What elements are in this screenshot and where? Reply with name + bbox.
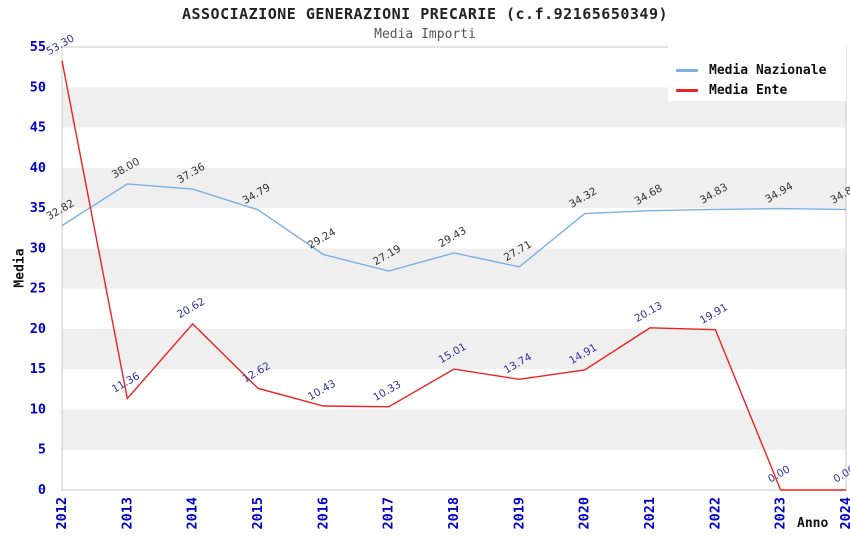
x-tick-label: 2019 — [511, 497, 527, 530]
x-tick-label: 2024 — [838, 497, 850, 530]
y-tick-label: 30 — [30, 240, 46, 256]
legend-label: Media Ente — [709, 82, 788, 98]
y-tick-label: 40 — [30, 160, 46, 176]
y-tick-label: 25 — [30, 281, 46, 297]
chart-legend: Media Nazionale Media Ente — [668, 44, 846, 101]
y-tick-label: 50 — [30, 79, 46, 95]
x-tick-label: 2013 — [119, 497, 135, 530]
x-tick-label: 2018 — [446, 497, 462, 530]
legend-swatch-line-icon — [676, 88, 698, 92]
y-axis-title: Media — [12, 248, 28, 288]
x-tick-label: 2020 — [577, 497, 593, 530]
x-tick-label: 2021 — [642, 497, 658, 530]
y-tick-label: 20 — [30, 321, 46, 337]
series-line-media-nazionale — [61, 183, 847, 272]
plot-band — [62, 409, 846, 450]
plot-band — [62, 167, 846, 209]
y-tick-label: 0 — [38, 482, 46, 498]
plot-band — [62, 127, 846, 168]
legend-item-media-ente: Media Ente — [676, 82, 846, 98]
series-line-media-ente — [61, 60, 846, 491]
plot-band — [62, 248, 846, 289]
plot-band — [62, 449, 846, 490]
y-tick-label: 55 — [30, 39, 46, 55]
x-axis-title: Anno — [797, 516, 829, 531]
legend-swatch-line-icon — [676, 68, 698, 72]
y-tick-label: 35 — [30, 200, 46, 216]
x-tick-label: 2015 — [250, 497, 266, 530]
plot-band — [62, 328, 846, 370]
y-tick-label: 5 — [38, 442, 46, 458]
y-tick-label: 15 — [30, 361, 46, 377]
x-tick-label: 2016 — [315, 497, 331, 530]
x-tick-label: 2017 — [381, 497, 397, 530]
x-tick-label: 2014 — [185, 497, 201, 530]
legend-item-media-nazionale: Media Nazionale — [676, 62, 846, 78]
y-tick-label: 10 — [30, 401, 46, 417]
chart-title: ASSOCIAZIONE GENERAZIONI PRECARIE (c.f.9… — [181, 5, 669, 23]
legend-label: Media Nazionale — [709, 62, 827, 78]
x-tick-label: 2023 — [773, 497, 789, 530]
x-tick-label: 2012 — [54, 497, 70, 530]
x-tick-label: 2022 — [707, 497, 723, 530]
plot-band — [62, 288, 846, 329]
plot-band — [62, 208, 846, 249]
chart-subtitle: Media Importi — [374, 27, 476, 42]
plot-border — [61, 46, 847, 491]
plot-band — [62, 369, 846, 410]
y-tick-label: 45 — [30, 120, 46, 136]
